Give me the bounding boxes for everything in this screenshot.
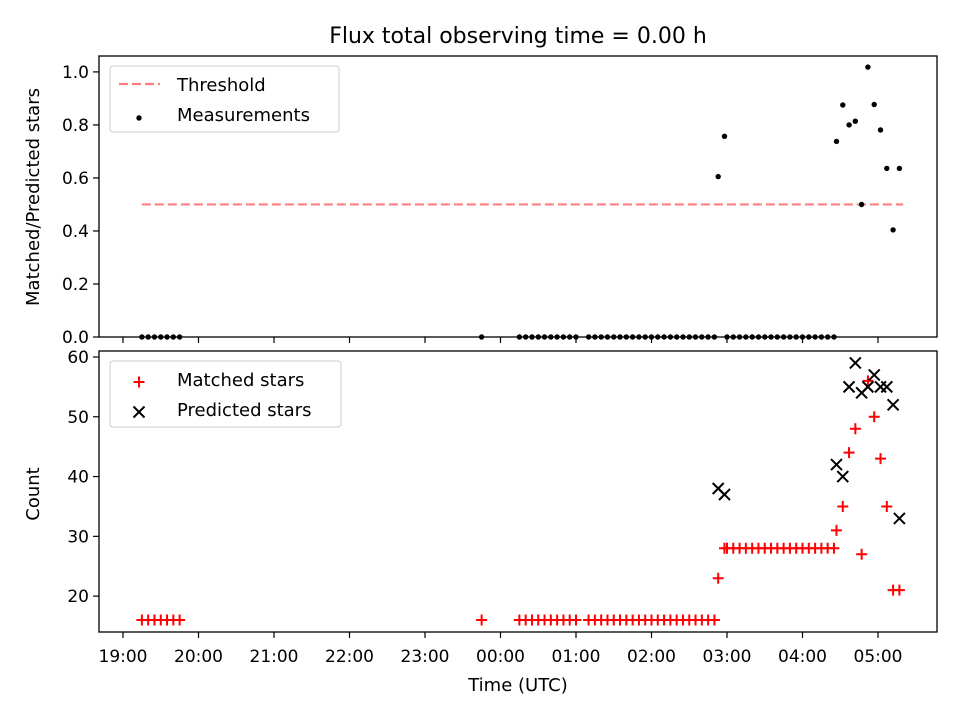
predicted-star-point	[836, 470, 849, 483]
predicted-star-point	[893, 512, 906, 525]
predicted-star-point	[868, 368, 881, 382]
measurement-point	[865, 64, 871, 70]
matched-star-point	[174, 614, 186, 626]
bottom-y-axis-label: Count	[23, 467, 44, 520]
top-y-tick-label: 0.2	[62, 275, 89, 295]
predicted-star-point	[861, 380, 875, 394]
matched-star-point	[862, 375, 874, 387]
predicted-star-point	[886, 398, 900, 412]
matched-star-point	[837, 500, 849, 512]
top-legend	[109, 65, 340, 133]
measurement-point	[715, 173, 721, 180]
measurement-point	[852, 118, 858, 124]
measurement-point	[884, 165, 890, 172]
bottom-axes-frame	[98, 350, 938, 633]
x-tick-label: 05:00	[854, 647, 903, 667]
x-tick-label: 20:00	[174, 647, 223, 667]
measurement-point	[877, 127, 884, 133]
legend-matched-swatch	[133, 376, 145, 388]
chart-title: Flux total observing time = 0.00 h	[329, 24, 707, 49]
x-tick-label: 00:00	[476, 647, 525, 667]
x-axis-label: Time (UTC)	[467, 675, 568, 696]
matched-star-point	[712, 572, 724, 584]
bottom-y-tick-label: 20	[67, 587, 89, 607]
legend-label: Matched stars	[177, 370, 304, 391]
predicted-star-point	[718, 488, 731, 501]
matched-star-point	[856, 548, 868, 560]
top-y-tick-label: 0.4	[62, 222, 89, 242]
measurement-point	[890, 227, 896, 233]
x-tick-label: 03:00	[703, 647, 752, 667]
matched-star-point	[875, 453, 887, 465]
matched-star-point	[843, 447, 855, 459]
measurement-point	[871, 101, 877, 108]
matched-star-point	[828, 542, 840, 554]
legend-label: Predicted stars	[177, 400, 311, 421]
bottom-y-tick-label: 30	[67, 527, 89, 547]
x-tick-label: 01:00	[552, 647, 601, 667]
predicted-star-point	[842, 380, 856, 394]
predicted-star-point	[880, 380, 894, 394]
x-tick-label: 04:00	[778, 647, 827, 667]
measurement-point	[721, 133, 728, 139]
plot-layer: 0.0 0.2 0.4 0.6 0.8 1.0 20 30 40 50 60 19:00 20:00 21…	[62, 55, 938, 667]
legend-label: Measurements	[177, 105, 310, 126]
legend-predicted-swatch	[132, 405, 146, 419]
measurement-point	[896, 165, 903, 172]
x-tick-label: 21:00	[250, 647, 299, 667]
x-tick-label: 22:00	[325, 647, 374, 667]
matched-star-point	[868, 411, 880, 423]
measurement-point	[858, 201, 865, 208]
bottom-y-tick-label: 50	[67, 408, 89, 428]
matched-star-point	[893, 584, 905, 596]
top-y-tick-label: 1.0	[62, 63, 89, 83]
bottom-y-tick-label: 40	[67, 468, 89, 488]
matched-star-point	[849, 423, 861, 435]
legend-measurement-swatch	[136, 115, 142, 121]
matched-star-point	[830, 524, 842, 536]
x-tick-label: 19:00	[99, 647, 148, 667]
top-y-tick-label: 0.0	[62, 328, 89, 348]
top-y-tick-label: 0.8	[62, 116, 89, 136]
top-y-tick-label: 0.6	[62, 169, 89, 189]
legend-label: Threshold	[176, 75, 266, 96]
top-axes-frame	[98, 55, 938, 338]
x-tick-label: 02:00	[627, 647, 676, 667]
matched-star-point	[476, 614, 488, 626]
measurement-point	[840, 102, 846, 108]
top-y-axis-label: Matched/Predicted stars	[23, 88, 44, 306]
measurement-point	[846, 122, 852, 128]
measurement-point	[833, 138, 840, 145]
matched-star-point	[570, 614, 582, 626]
predicted-star-point	[830, 458, 843, 471]
bottom-legend	[109, 360, 342, 428]
predicted-star-point	[849, 356, 862, 370]
bottom-y-tick-label: 60	[67, 348, 89, 368]
x-tick-label: 23:00	[401, 647, 450, 667]
matched-star-point	[708, 614, 720, 626]
matched-star-point	[881, 500, 893, 512]
